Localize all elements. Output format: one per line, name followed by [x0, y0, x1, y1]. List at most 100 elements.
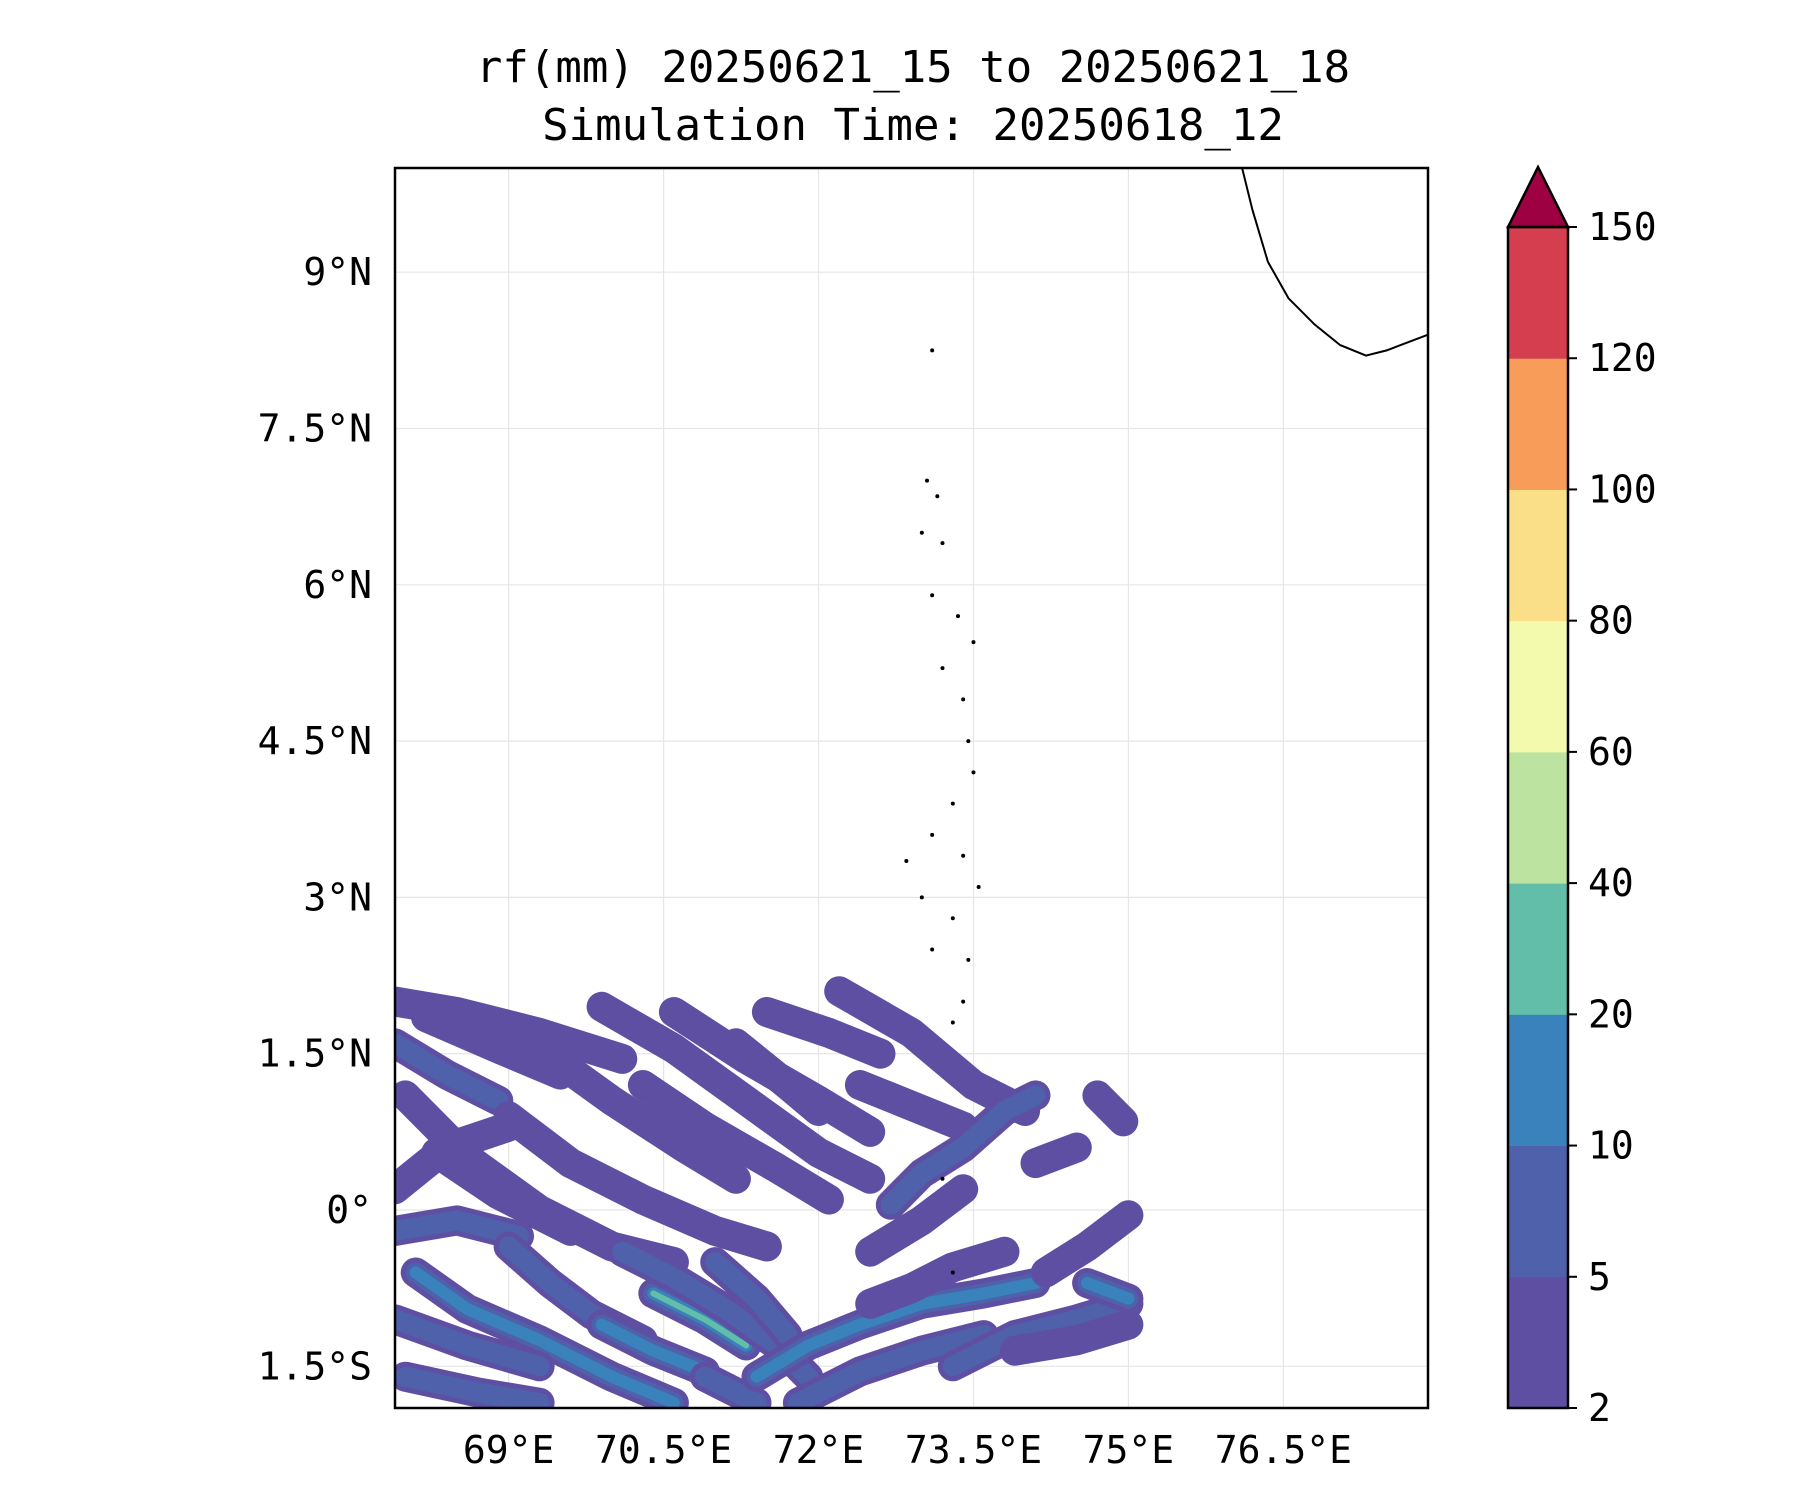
- rain-band: [999, 1309, 1144, 1366]
- rain-band-level-1: [395, 1366, 550, 1408]
- rain-band-level-1: [395, 1033, 509, 1111]
- rain-band: [586, 1309, 720, 1387]
- island-dot: [950, 916, 955, 921]
- rain-band-level-0: [1030, 1200, 1144, 1288]
- rain-band: [395, 1205, 534, 1252]
- rain-band: [1072, 1268, 1144, 1314]
- colorbar-segment: [1508, 751, 1568, 884]
- island-dot: [940, 541, 945, 546]
- rain-band: [586, 991, 886, 1194]
- rain-band-level-1: [942, 1293, 1139, 1377]
- rain-band-level-0: [855, 1174, 979, 1267]
- map-area: [395, 168, 1428, 1408]
- coastline-layer: [904, 168, 1428, 1275]
- rain-band: [1020, 1132, 1092, 1179]
- colorbar-segment: [1508, 358, 1568, 490]
- y-tick-label: 0°: [326, 1188, 372, 1232]
- island-dot: [904, 858, 909, 863]
- island-dot: [950, 1020, 955, 1025]
- y-tick-label: 1.5°S: [258, 1344, 372, 1388]
- island-dot: [961, 697, 966, 702]
- map-frame: [393, 166, 1430, 1410]
- colorbar-tick-label: 60: [1588, 730, 1634, 774]
- colorbar-tick-label: 150: [1588, 205, 1657, 249]
- rain-band-level-0: [493, 1101, 782, 1262]
- colorbar-segment: [1508, 1145, 1568, 1278]
- rain-band: [395, 1361, 555, 1408]
- island-dot: [930, 947, 935, 952]
- rain-band-level-0: [524, 1033, 751, 1194]
- island-dot: [971, 640, 976, 645]
- island-dot: [919, 895, 924, 900]
- rain-band: [855, 1236, 1020, 1319]
- y-tick-label: 1.5°N: [258, 1032, 372, 1076]
- island-dot: [971, 770, 976, 775]
- island-dot: [955, 614, 960, 619]
- rain-band: [741, 1268, 1051, 1392]
- island-dot: [961, 999, 966, 1004]
- island-dot: [950, 1270, 955, 1275]
- island-dot: [966, 739, 971, 744]
- colorbar-tick-label: 40: [1588, 861, 1634, 905]
- rain-band: [782, 1320, 999, 1408]
- colorbar-segment: [1508, 489, 1568, 622]
- x-tick-label: 75°E: [1083, 1428, 1175, 1472]
- rain-band: [638, 1278, 762, 1361]
- y-tick-label: 4.5°N: [258, 719, 372, 763]
- rain-band-level-0: [751, 997, 896, 1069]
- rain-band: [421, 1137, 586, 1246]
- island-dot: [930, 593, 935, 598]
- colorbar-tick-label: 120: [1588, 336, 1657, 380]
- rain-band: [395, 1304, 555, 1382]
- x-tick-label: 70.5°E: [595, 1428, 732, 1472]
- rain-band-level-0: [1082, 1080, 1139, 1137]
- rain-band-level-1: [880, 1085, 1046, 1215]
- colorbar-extend-arrow: [1505, 164, 1571, 229]
- rain-band-level-0: [844, 1070, 979, 1142]
- rain-band-level-2: [1081, 1277, 1135, 1305]
- rain-band-level-1: [705, 1252, 798, 1346]
- rain-band-level-0: [855, 1236, 1020, 1319]
- island-dot: [966, 957, 971, 962]
- rain-band-level-3: [650, 1290, 750, 1349]
- colorbar-tick-label: 20: [1588, 992, 1634, 1036]
- x-axis-ticks: 69°E 70.5°E 72°E 73.5°E 75°E 76.5°E: [463, 1428, 1352, 1472]
- rain-band-level-0: [627, 1070, 844, 1215]
- rain-band: [875, 1080, 1051, 1220]
- rain-band: [400, 1257, 689, 1408]
- rain-band-level-2: [409, 1266, 680, 1408]
- island-dot: [930, 348, 935, 353]
- rain-band-level-0: [1020, 1132, 1092, 1179]
- y-tick-label: 6°N: [303, 563, 372, 607]
- island-dot: [940, 1176, 945, 1181]
- rain-band-level-0: [720, 1028, 834, 1126]
- rain-band: [844, 1070, 979, 1142]
- y-tick-label: 7.5°N: [258, 407, 372, 451]
- island-dot: [935, 494, 940, 499]
- rain-band-level-1: [395, 1309, 550, 1377]
- island-dot: [940, 666, 945, 671]
- rain-band-level-1: [395, 1210, 529, 1247]
- chart-title-line1: rf(mm) 20250621_15 to 20250621_18: [476, 42, 1350, 93]
- colorbar-segment: [1508, 620, 1568, 753]
- island-dot: [950, 801, 955, 806]
- island-dot: [976, 884, 981, 889]
- colorbar: 2 5 10 20 40 60 80 100 120 150: [1505, 164, 1657, 1430]
- rain-band-level-2: [595, 1318, 711, 1378]
- coastline-india: [1241, 168, 1428, 357]
- rain-band-level-0: [999, 1309, 1144, 1366]
- colorbar-segment: [1508, 883, 1568, 1015]
- rain-band-level-0: [586, 991, 886, 1194]
- rain-band-level-1: [787, 1325, 994, 1408]
- island-dot: [924, 478, 929, 483]
- rain-band-level-0: [421, 1137, 586, 1246]
- colorbar-tick-label: 5: [1588, 1255, 1611, 1299]
- y-tick-label: 3°N: [303, 875, 372, 919]
- y-tick-label: 9°N: [303, 250, 372, 294]
- island-dot: [930, 832, 935, 837]
- rain-band-level-1: [694, 1366, 767, 1408]
- rain-band: [524, 1033, 751, 1194]
- island-dot: [919, 530, 924, 535]
- colorbar-tick-label: 100: [1588, 467, 1657, 511]
